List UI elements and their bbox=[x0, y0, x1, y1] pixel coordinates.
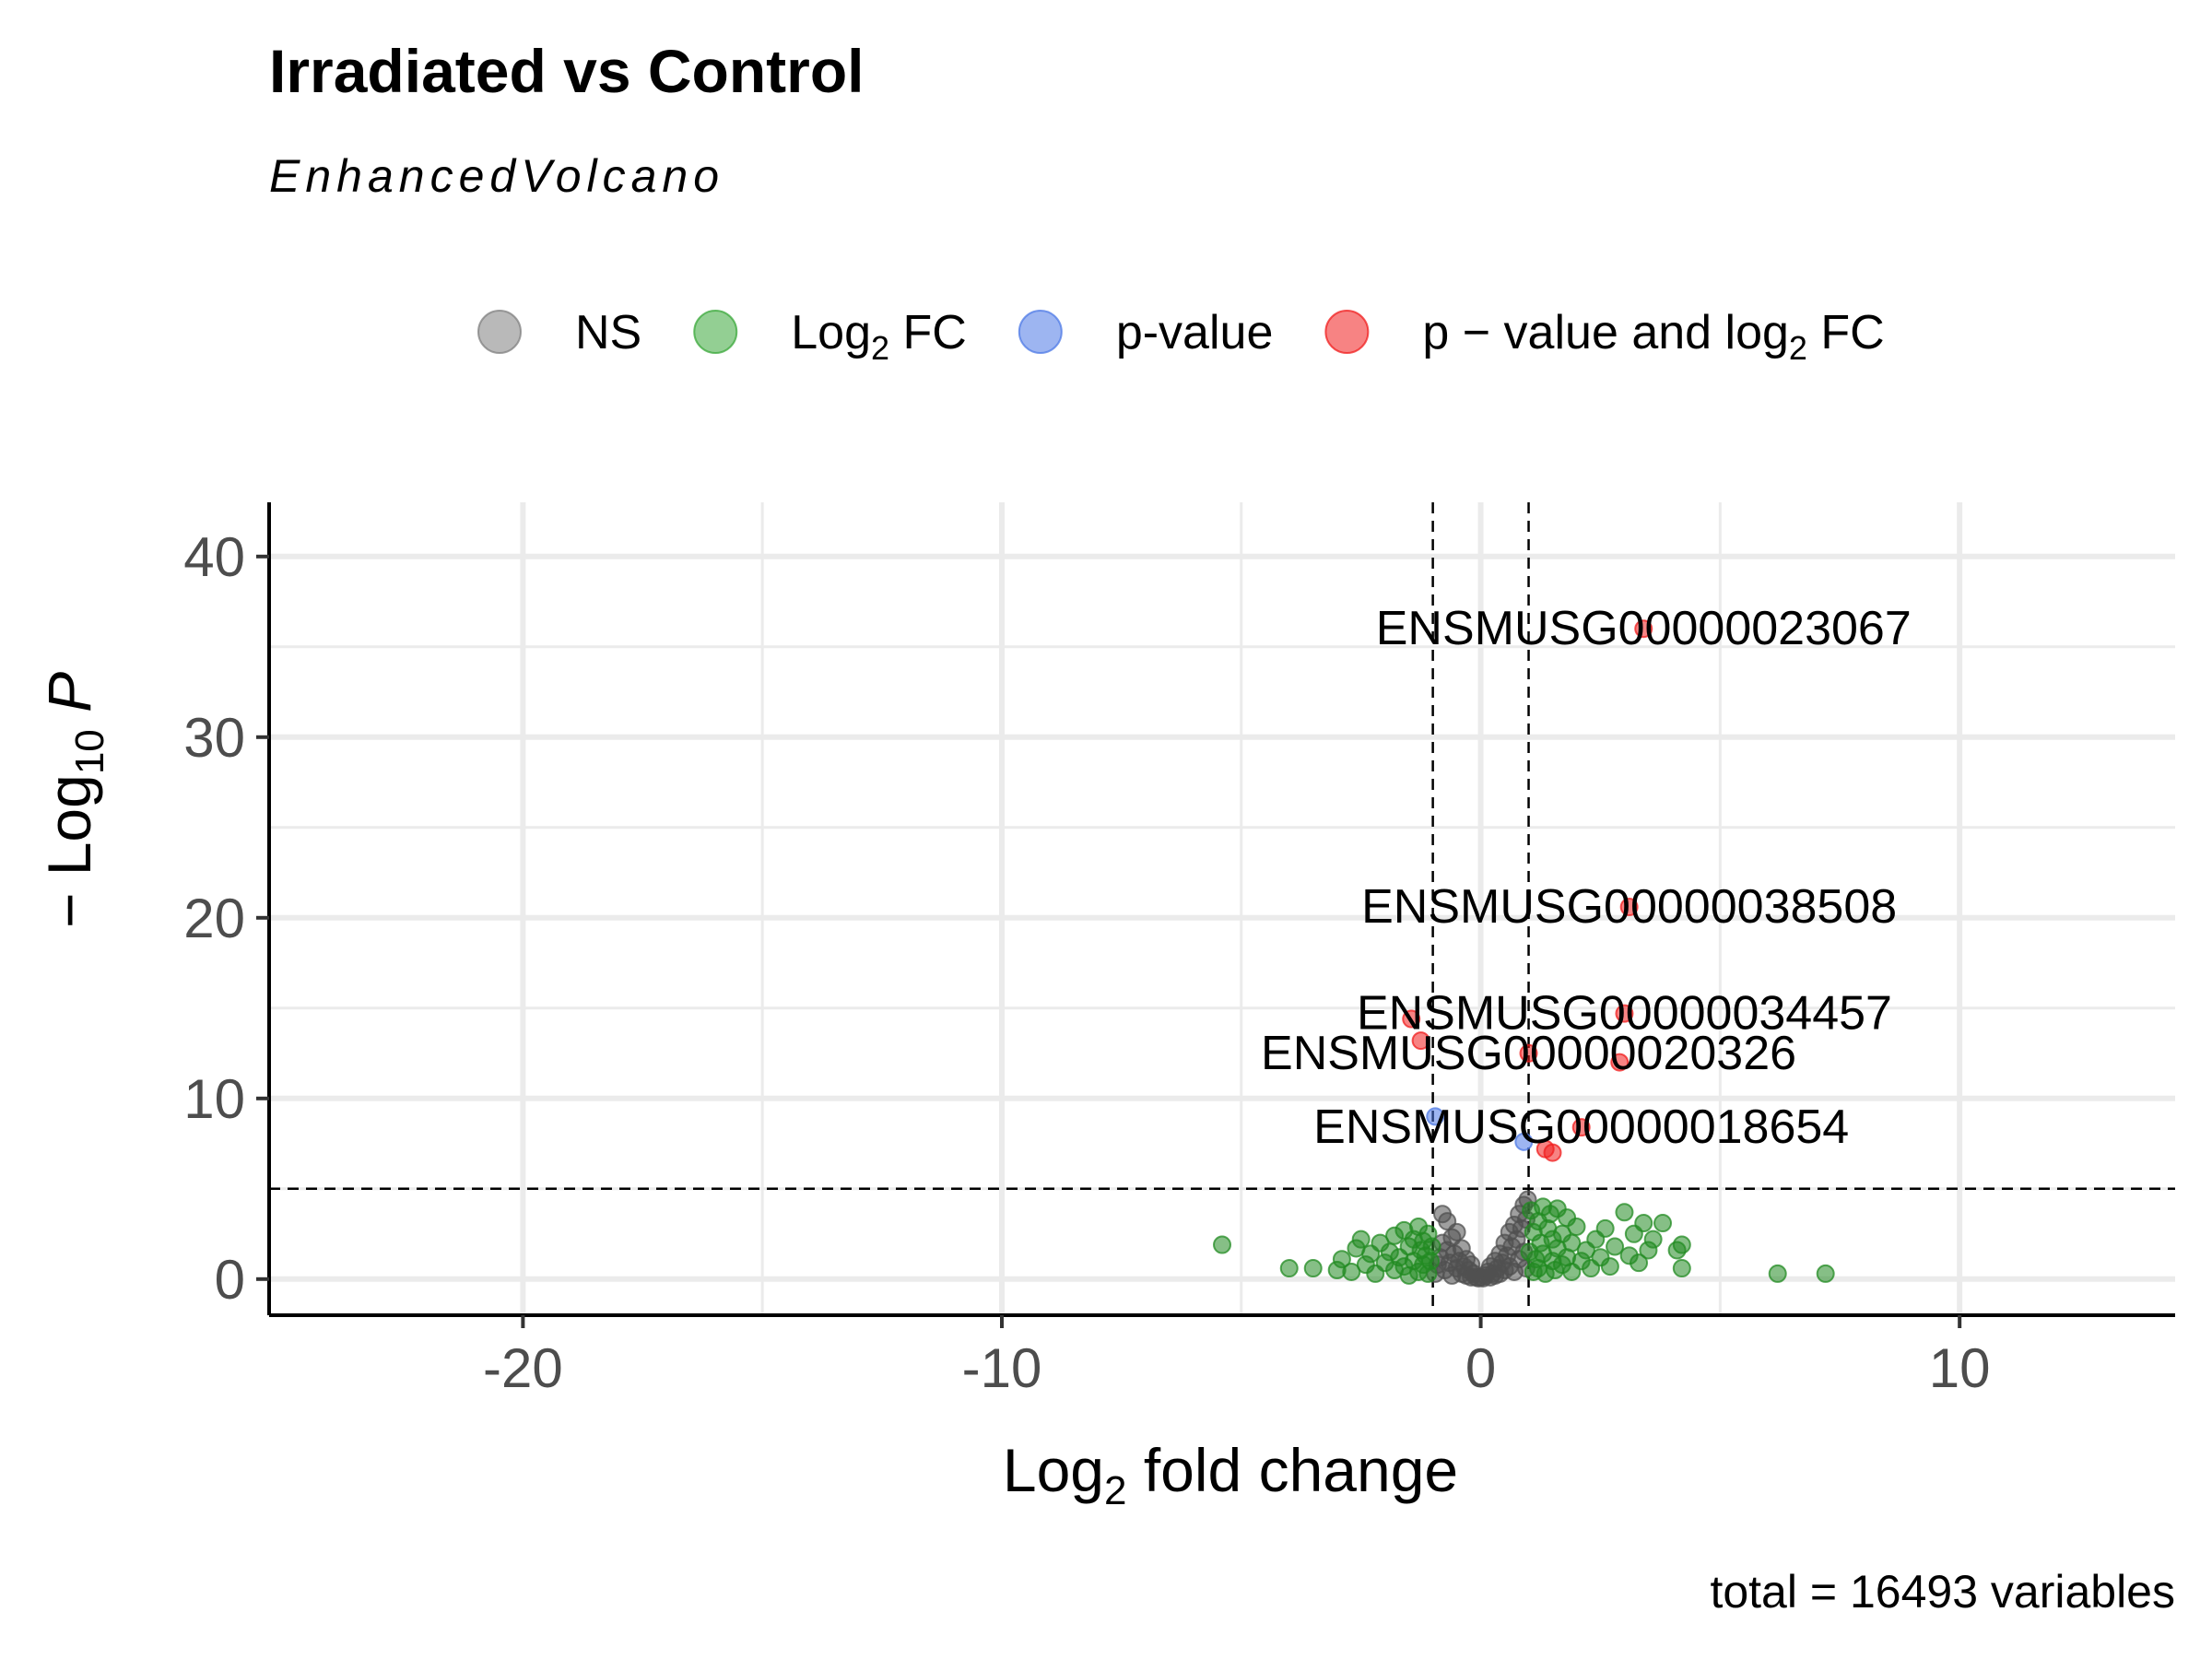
data-point bbox=[1816, 1264, 1835, 1283]
data-point bbox=[1615, 1203, 1634, 1222]
data-point bbox=[1402, 1009, 1421, 1029]
x-tick-label: 10 bbox=[1929, 1337, 1991, 1399]
legend-label: p − value and log2 FC bbox=[1422, 306, 1884, 367]
data-point bbox=[1279, 1259, 1299, 1278]
cutoff-lines bbox=[269, 502, 2175, 1315]
data-point bbox=[1567, 1217, 1586, 1236]
data-point bbox=[1411, 1031, 1430, 1051]
data-point bbox=[1342, 1262, 1361, 1281]
legend-marker bbox=[477, 310, 522, 354]
legend-item-log2fc: Log2 FC bbox=[693, 306, 967, 367]
data-point bbox=[1213, 1235, 1231, 1254]
chart-title: Irradiated vs Control bbox=[269, 37, 864, 105]
data-point bbox=[1643, 1230, 1663, 1249]
data-point bbox=[1768, 1264, 1787, 1283]
legend-marker bbox=[1324, 310, 1370, 354]
chart-subtitle: EnhancedVolcano bbox=[269, 150, 724, 202]
y-tick-label: 10 bbox=[183, 1068, 245, 1130]
grid bbox=[269, 502, 2175, 1315]
gene-labels: ENSMUSG00000023067 ENSMUSG00000038508 ENSM… bbox=[1261, 602, 1912, 1154]
data-point bbox=[1543, 1143, 1562, 1162]
gene-label: ENSMUSG00000034457 bbox=[1357, 987, 1892, 1041]
data-point bbox=[1606, 1237, 1625, 1256]
gene-label: ENSMUSG00000038508 bbox=[1361, 880, 1897, 934]
gene-label: ENSMUSG00000018654 bbox=[1313, 1100, 1849, 1154]
data-point bbox=[1634, 1214, 1653, 1233]
data-points bbox=[1213, 619, 1835, 1288]
legend-label: p-value bbox=[1116, 306, 1274, 359]
series-log2-fc bbox=[1213, 1197, 1835, 1285]
legend-marker bbox=[1018, 310, 1063, 354]
data-point bbox=[1351, 1230, 1371, 1249]
axes: -20 -10 0 10 0 10 20 30 40 bbox=[183, 502, 2175, 1399]
data-point bbox=[1514, 1132, 1534, 1151]
gene-label: ENSMUSG00000023067 bbox=[1376, 602, 1912, 655]
data-point bbox=[1653, 1214, 1673, 1233]
data-point bbox=[1332, 1250, 1351, 1269]
data-point bbox=[1600, 1257, 1619, 1277]
data-point bbox=[1595, 1218, 1615, 1238]
legend-marker bbox=[693, 310, 738, 354]
data-point bbox=[1562, 1233, 1582, 1253]
legend-item-both: p − value and log2 FC bbox=[1324, 306, 1885, 367]
data-point bbox=[1672, 1235, 1691, 1254]
y-tick-label: 40 bbox=[183, 526, 245, 588]
y-axis-title: − Log10 P bbox=[35, 672, 112, 928]
data-point bbox=[1426, 1107, 1445, 1126]
data-point bbox=[1615, 1004, 1634, 1023]
data-point bbox=[1447, 1222, 1466, 1241]
y-tick-label: 0 bbox=[215, 1249, 245, 1311]
data-point bbox=[1634, 619, 1653, 639]
legend-item-ns: NS bbox=[477, 306, 641, 359]
series-p-value-and-log2-fc bbox=[1402, 619, 1653, 1162]
data-point bbox=[1619, 898, 1639, 917]
data-point bbox=[1519, 1043, 1538, 1063]
data-point bbox=[1610, 1053, 1630, 1072]
x-tick-label: -10 bbox=[962, 1337, 1042, 1399]
data-point bbox=[1303, 1259, 1323, 1278]
data-point bbox=[1422, 1237, 1441, 1256]
legend-item-pvalue: p-value bbox=[1018, 306, 1274, 359]
data-point bbox=[1630, 1253, 1649, 1273]
x-axis-title: Log2 fold change bbox=[1003, 1436, 1458, 1513]
series-p-value bbox=[1426, 1107, 1534, 1151]
y-tick-label: 30 bbox=[183, 707, 245, 769]
legend-label: Log2 FC bbox=[791, 306, 967, 367]
data-point bbox=[1571, 1118, 1591, 1137]
y-tick-label: 20 bbox=[183, 888, 245, 949]
x-tick-label: -20 bbox=[483, 1337, 563, 1399]
legend-label: NS bbox=[575, 306, 641, 359]
x-tick-label: 0 bbox=[1465, 1337, 1496, 1399]
legend: NS Log2 FC p-value p − value and log2 FC bbox=[477, 306, 1885, 367]
caption: total = 16493 variables bbox=[1710, 1566, 2175, 1618]
gene-label: ENSMUSG00000020326 bbox=[1261, 1027, 1796, 1080]
data-point bbox=[1672, 1259, 1691, 1278]
